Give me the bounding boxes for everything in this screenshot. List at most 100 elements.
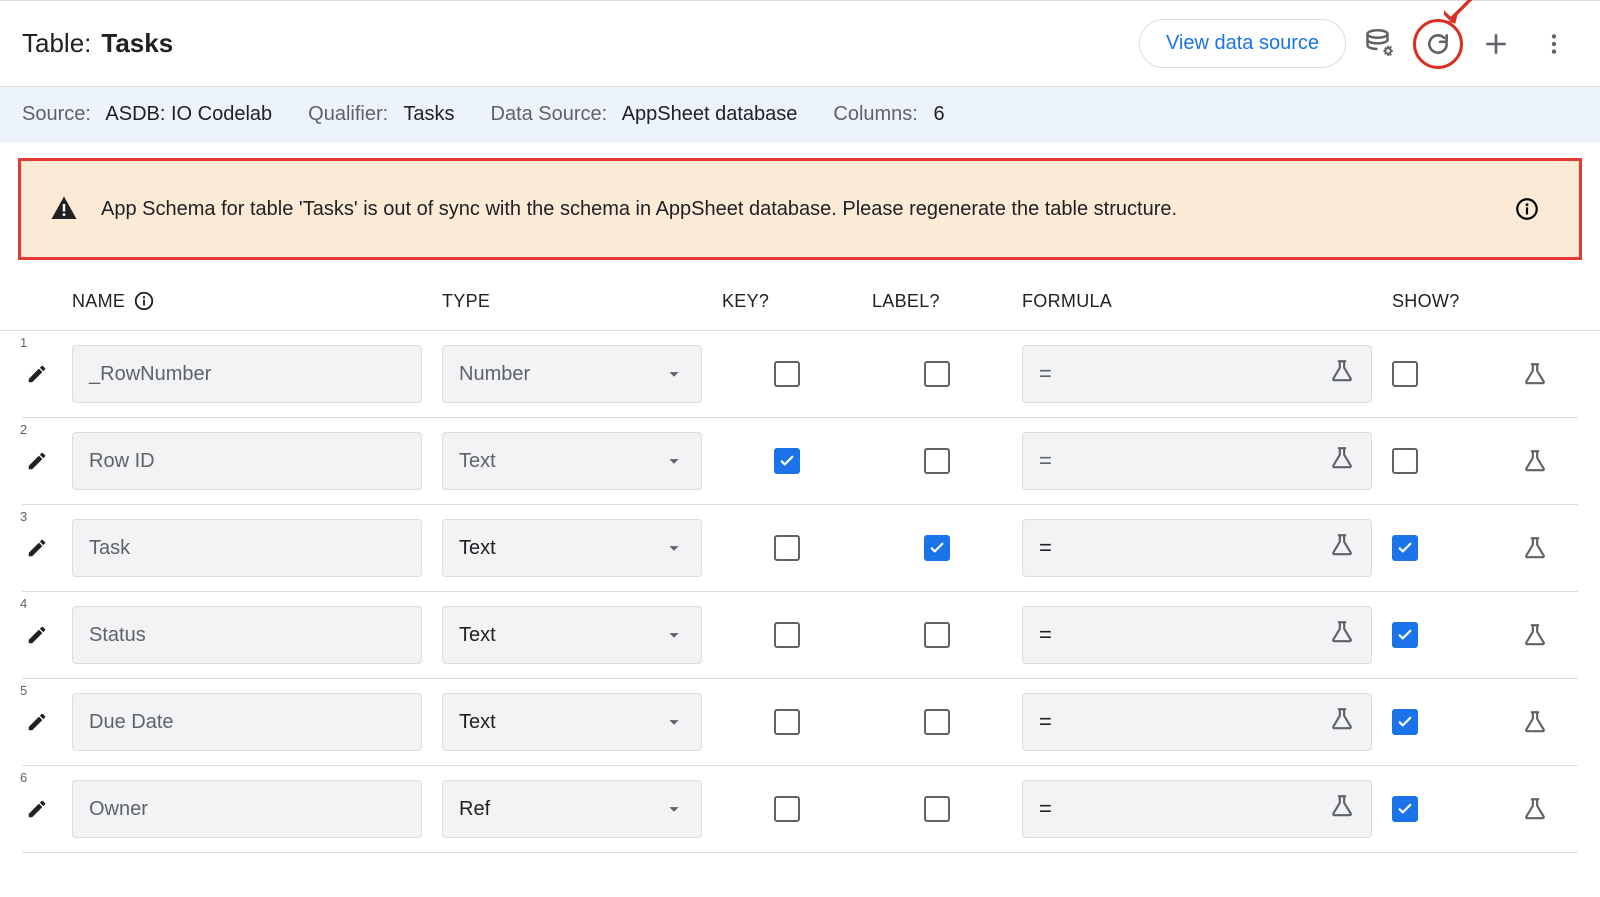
flask-icon <box>1329 619 1355 645</box>
flask-icon <box>1329 445 1355 471</box>
column-type-select[interactable]: Number <box>442 345 702 403</box>
pencil-icon <box>26 798 48 820</box>
value: AppSheet database <box>622 103 798 125</box>
chevron-down-icon <box>663 363 685 385</box>
col-header-formula: FORMULA <box>1022 291 1372 312</box>
formula-text: = <box>1039 709 1052 735</box>
col-header-label: LABEL? <box>872 291 1002 312</box>
label: Qualifier: <box>308 103 388 125</box>
column-name-input[interactable]: Status <box>72 606 422 664</box>
key-checkbox[interactable] <box>774 535 800 561</box>
row-index: 3 <box>20 509 27 524</box>
column-type-select[interactable]: Text <box>442 693 702 751</box>
column-type-text: Text <box>459 624 496 647</box>
regenerate-button[interactable] <box>1414 20 1462 68</box>
flask-icon <box>1522 535 1548 561</box>
formula-text: = <box>1039 535 1052 561</box>
key-checkbox[interactable] <box>774 709 800 735</box>
schema-warning-info-button[interactable] <box>1503 185 1551 233</box>
chevron-down-icon <box>663 624 685 646</box>
columns-header: NAME TYPE KEY? LABEL? FORMULA SHOW? <box>0 280 1600 331</box>
label-checkbox[interactable] <box>924 361 950 387</box>
column-type-text: Ref <box>459 798 490 821</box>
label-checkbox[interactable] <box>924 709 950 735</box>
column-type-select[interactable]: Text <box>442 606 702 664</box>
add-button[interactable] <box>1472 20 1520 68</box>
column-name-input[interactable]: Task <box>72 519 422 577</box>
column-name-text: Owner <box>89 798 148 821</box>
column-type-select[interactable]: Text <box>442 432 702 490</box>
key-checkbox[interactable] <box>774 622 800 648</box>
flask-icon <box>1522 796 1548 822</box>
flask-icon <box>1522 709 1548 735</box>
edit-column-button[interactable] <box>20 705 54 739</box>
key-checkbox[interactable] <box>774 361 800 387</box>
info-icon <box>1514 196 1540 222</box>
show-checkbox[interactable] <box>1392 622 1418 648</box>
formula-input[interactable]: = <box>1022 432 1372 490</box>
key-checkbox[interactable] <box>774 448 800 474</box>
edit-column-button[interactable] <box>20 357 54 391</box>
formula-text: = <box>1039 796 1052 822</box>
column-name-input[interactable]: _RowNumber <box>72 345 422 403</box>
table-meta-qualifier: Qualifier: Tasks <box>308 103 454 126</box>
column-type-select[interactable]: Ref <box>442 780 702 838</box>
row-index: 6 <box>20 770 27 785</box>
row-index: 2 <box>20 422 27 437</box>
edit-column-button[interactable] <box>20 444 54 478</box>
more-menu-button[interactable] <box>1530 20 1578 68</box>
table-row: 4 Status Text = <box>22 592 1578 679</box>
database-gear-icon <box>1365 29 1395 59</box>
formula-input[interactable]: = <box>1022 519 1372 577</box>
column-name-input[interactable]: Due Date <box>72 693 422 751</box>
schema-warning-banner: App Schema for table 'Tasks' is out of s… <box>18 158 1582 260</box>
formula-input[interactable]: = <box>1022 780 1372 838</box>
table-row: 5 Due Date Text = <box>22 679 1578 766</box>
callout-arrow-icon <box>1444 0 1480 26</box>
table-meta-columns: Columns: 6 <box>833 103 944 126</box>
label-checkbox[interactable] <box>924 535 950 561</box>
key-checkbox[interactable] <box>774 796 800 822</box>
chevron-down-icon <box>663 450 685 472</box>
show-checkbox[interactable] <box>1392 361 1418 387</box>
formula-text: = <box>1039 622 1052 648</box>
flask-icon <box>1522 361 1548 387</box>
col-header-name: NAME <box>72 290 422 312</box>
column-type-text: Text <box>459 537 496 560</box>
label-checkbox[interactable] <box>924 622 950 648</box>
column-name-text: Task <box>89 537 130 560</box>
label-checkbox[interactable] <box>924 796 950 822</box>
col-header-type: TYPE <box>442 291 702 312</box>
data-source-settings-button[interactable] <box>1356 20 1404 68</box>
view-data-source-button[interactable]: View data source <box>1139 19 1346 68</box>
column-type-select[interactable]: Text <box>442 519 702 577</box>
show-checkbox[interactable] <box>1392 448 1418 474</box>
label: Columns: <box>833 103 917 125</box>
edit-column-button[interactable] <box>20 618 54 652</box>
edit-column-button[interactable] <box>20 531 54 565</box>
formula-text: = <box>1039 448 1052 474</box>
edit-column-button[interactable] <box>20 792 54 826</box>
table-meta-bar: Source: ASDB: IO Codelab Qualifier: Task… <box>0 87 1600 142</box>
show-checkbox[interactable] <box>1392 535 1418 561</box>
show-checkbox[interactable] <box>1392 709 1418 735</box>
formula-text: = <box>1039 361 1052 387</box>
pencil-icon <box>26 363 48 385</box>
table-row: 3 Task Text = <box>22 505 1578 592</box>
column-name-text: Due Date <box>89 711 174 734</box>
column-name-input[interactable]: Row ID <box>72 432 422 490</box>
formula-input[interactable]: = <box>1022 345 1372 403</box>
value: Tasks <box>403 103 454 125</box>
label-checkbox[interactable] <box>924 448 950 474</box>
formula-input[interactable]: = <box>1022 693 1372 751</box>
pencil-icon <box>26 711 48 733</box>
table-meta-source: Source: ASDB: IO Codelab <box>22 103 272 126</box>
column-type-text: Text <box>459 450 496 473</box>
show-checkbox[interactable] <box>1392 796 1418 822</box>
table-title-prefix: Table: <box>22 28 91 59</box>
flask-icon <box>1329 706 1355 732</box>
column-name-text: _RowNumber <box>89 363 211 386</box>
column-name-input[interactable]: Owner <box>72 780 422 838</box>
more-vert-icon <box>1541 31 1567 57</box>
formula-input[interactable]: = <box>1022 606 1372 664</box>
